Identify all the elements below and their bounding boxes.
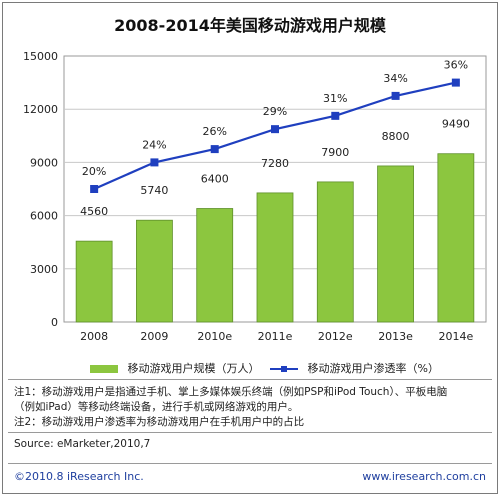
bar bbox=[437, 153, 475, 323]
bar bbox=[316, 181, 354, 323]
line-point bbox=[331, 111, 340, 120]
bar-value-label: 7280 bbox=[261, 157, 289, 170]
x-tick-label: 2012e bbox=[318, 330, 353, 343]
bar bbox=[196, 208, 234, 323]
legend-item-bars: 移动游戏用户规模（万人） bbox=[90, 360, 260, 376]
x-tick-label: 2011e bbox=[258, 330, 293, 343]
divider bbox=[8, 463, 492, 464]
line-value-label: 36% bbox=[444, 59, 468, 72]
y-tick-label: 6000 bbox=[30, 210, 58, 223]
bar-value-label: 7900 bbox=[321, 146, 349, 159]
x-tick-label: 2014e bbox=[438, 330, 473, 343]
bar bbox=[377, 165, 414, 323]
line-point bbox=[150, 158, 159, 167]
x-tick-label: 2008 bbox=[80, 330, 108, 343]
bar-value-label: 6400 bbox=[201, 173, 229, 186]
y-tick-label: 9000 bbox=[30, 156, 58, 169]
line-value-label: 34% bbox=[383, 72, 407, 85]
legend-line-swatch bbox=[270, 364, 298, 374]
bar bbox=[256, 192, 294, 323]
y-tick-label: 15000 bbox=[23, 50, 58, 63]
y-tick-label: 12000 bbox=[23, 103, 58, 116]
line-point bbox=[210, 145, 219, 154]
line-value-label: 31% bbox=[323, 92, 347, 105]
x-tick-label: 2013e bbox=[378, 330, 413, 343]
bar bbox=[136, 219, 173, 323]
legend-bar-label: 移动游戏用户规模（万人） bbox=[127, 362, 260, 375]
line-value-label: 24% bbox=[142, 138, 166, 151]
note-2: 注2：移动游戏用户渗透率为移动游戏用户在手机用户中的占比 bbox=[14, 416, 305, 428]
copyright: ©2010.8 iResearch Inc. bbox=[14, 470, 144, 483]
x-tick-label: 2009 bbox=[140, 330, 168, 343]
line-value-label: 29% bbox=[263, 105, 287, 118]
legend-line-label: 移动游戏用户渗透率（%） bbox=[307, 362, 439, 375]
y-tick-label: 0 bbox=[51, 316, 58, 329]
x-tick-label: 2010e bbox=[197, 330, 232, 343]
chart-title: 2008-2014年美国移动游戏用户规模 bbox=[114, 16, 386, 35]
divider bbox=[8, 379, 492, 380]
website: www.iresearch.com.cn bbox=[362, 470, 486, 483]
note-1-continued: （例如iPad）等移动终端设备，进行手机或网络游戏的用户。 bbox=[14, 401, 299, 413]
line-value-label: 26% bbox=[202, 125, 226, 138]
legend-item-line: 移动游戏用户渗透率（%） bbox=[270, 360, 439, 376]
bar-value-label: 4560 bbox=[80, 205, 108, 218]
line-point bbox=[271, 125, 279, 134]
legend-bar-swatch bbox=[90, 365, 118, 373]
bar-value-label: 8800 bbox=[382, 130, 410, 143]
bar bbox=[75, 240, 113, 323]
chart-plot: 0 3000 6000 9000 12000 15000 4560 5740 6400 7280 7… bbox=[23, 50, 487, 343]
line-point bbox=[90, 185, 99, 193]
source-text: Source: eMarketer,2010,7 bbox=[14, 438, 151, 450]
divider bbox=[8, 432, 492, 433]
bar-value-label: 5740 bbox=[140, 184, 168, 197]
y-tick-label: 3000 bbox=[30, 263, 58, 276]
line-value-label: 20% bbox=[82, 165, 106, 178]
line-point bbox=[391, 91, 400, 100]
line-point bbox=[451, 78, 460, 87]
bar-value-label: 9490 bbox=[442, 118, 470, 131]
note-1: 注1：移动游戏用户是指通过手机、掌上多媒体娱乐终端（例如PSP和iPod Tou… bbox=[14, 386, 448, 398]
